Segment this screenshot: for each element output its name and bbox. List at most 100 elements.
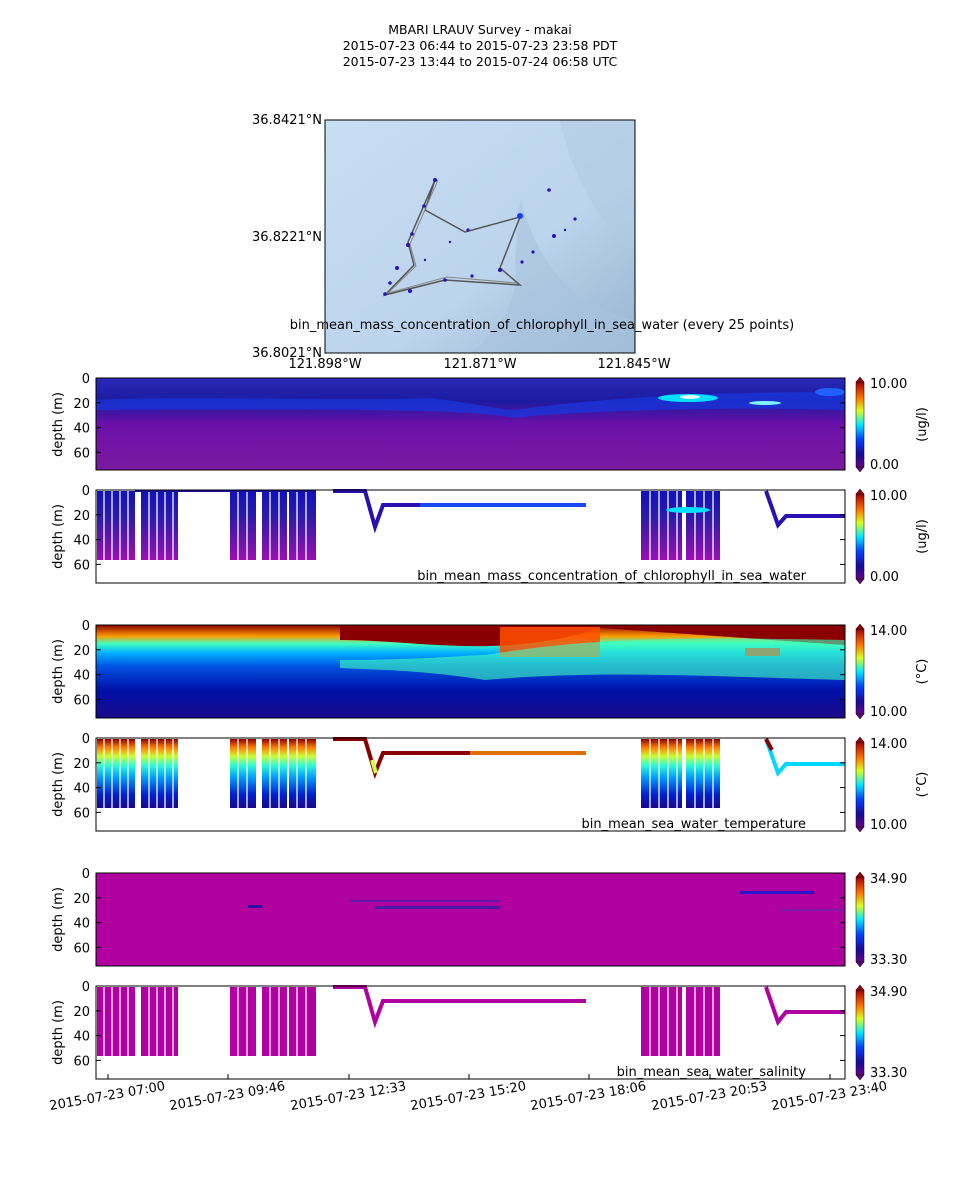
depth-tick-label: 0 (82, 484, 90, 499)
figure-title-line-2: 2015-07-23 06:44 to 2015-07-23 23:58 PDT (342, 38, 618, 53)
temperature-transect-track-2 (764, 738, 845, 777)
temperature-transect-track-2-top (764, 738, 774, 751)
temperature-samples-panel: bin_mean_sea_water_temperature (95, 737, 846, 832)
colorbar-min-extend (855, 826, 865, 833)
salinity-variable-label: bin_mean_sea_water_salinity (617, 1065, 807, 1080)
temperature-section-frame (95, 624, 846, 719)
salinity-cast-gaps (103, 987, 714, 1056)
depth-tick-label: 0 (82, 867, 90, 882)
colorbar-max-label: 14.00 (870, 624, 907, 639)
colorbar-max-extend (855, 623, 865, 630)
colorbar-scale (855, 989, 865, 1076)
depth-tick-label: 40 (73, 534, 90, 549)
depth-axis-label: depth (m) (51, 1000, 66, 1065)
colorbar-max-label: 34.90 (870, 872, 907, 887)
salinity-section-frame (95, 872, 846, 967)
map-sample-points (383, 178, 577, 296)
colorbar-max-label: 34.90 (870, 985, 907, 1000)
colorbar-min-extend (855, 961, 865, 968)
depth-tick-label: 40 (73, 1030, 90, 1045)
colorbar-max-extend (855, 871, 865, 878)
depth-tick-label: 0 (82, 372, 90, 387)
map-lat-label: 36.8221°N (252, 230, 322, 245)
depth-tick-label: 40 (73, 782, 90, 797)
depth-axis-label: depth (m) (51, 752, 66, 817)
depth-tick-label: 60 (73, 941, 90, 956)
chlorophyll-variable-label: bin_mean_mass_concentration_of_chlorophy… (417, 569, 806, 584)
colorbar-min-label: 10.00 (870, 705, 907, 720)
colorbar-min-label: 0.00 (870, 458, 899, 473)
chlorophyll-patch-core (680, 395, 700, 399)
time-tick-label: 2015-07-23 15:20 (409, 1079, 527, 1114)
colorbar-unit-label: (ug/l) (915, 407, 930, 442)
salinity-streak (350, 900, 500, 902)
depth-tick-label: 40 (73, 422, 90, 437)
map-lat-label: 36.8421°N (252, 113, 322, 128)
depth-tick-label: 20 (73, 644, 90, 659)
temperature-cast-gaps (103, 739, 714, 808)
colorbar-scale (855, 493, 865, 580)
chlorophyll-section-frame (95, 377, 846, 471)
depth-axis-label: depth (m) (51, 639, 66, 704)
chlorophyll-section-fill (96, 378, 845, 470)
map-lon-label: 121.845°W (597, 357, 670, 372)
colorbar-scale (855, 741, 865, 828)
depth-tick-label: 20 (73, 397, 90, 412)
salinity-streak (248, 905, 262, 908)
temperature-samples-frame (95, 737, 846, 832)
depth-tick-label: 60 (73, 446, 90, 461)
depth-axis-label: depth (m) (51, 392, 66, 457)
temperature-warm-surface (340, 625, 845, 647)
temperature-variable-label: bin_mean_sea_water_temperature (582, 817, 806, 832)
map-lon-label: 121.871°W (443, 357, 516, 372)
depth-tick-label: 20 (73, 757, 90, 772)
chlorophyll-transect-track-2 (764, 490, 845, 529)
colorbar-min-extend (855, 578, 865, 585)
colorbar-min-label: 33.30 (870, 953, 907, 968)
salinity-samples-panel: bin_mean_sea_water_salinity (95, 985, 846, 1080)
colorbar-min-extend (855, 713, 865, 720)
salinity-section-fill (96, 873, 845, 966)
depth-axis-label: depth (m) (51, 887, 66, 952)
colorbar-max-label: 14.00 (870, 737, 907, 752)
figure-title-line-3: 2015-07-23 13:44 to 2015-07-24 06:58 UTC (342, 54, 618, 69)
time-tick-label: 2015-07-23 18:06 (529, 1079, 647, 1114)
chlorophyll-samples-panel: bin_mean_mass_concentration_of_chlorophy… (95, 489, 846, 584)
colorbar-min-extend (855, 466, 865, 473)
depth-tick-label: 0 (82, 980, 90, 995)
map-bathymetry-shading-north (560, 120, 635, 250)
time-tick-label: 2015-07-23 20:53 (650, 1079, 768, 1114)
temperature-section-panel (95, 624, 846, 719)
time-tick-label: 2015-07-23 12:33 (289, 1079, 407, 1114)
depth-tick-label: 20 (73, 892, 90, 907)
chlorophyll-cast-gaps (103, 491, 714, 560)
map-lat-label: 36.8021°N (252, 346, 322, 361)
depth-tick-label: 40 (73, 917, 90, 932)
colorbar-scale (855, 876, 865, 963)
depth-axis-label: depth (m) (51, 504, 66, 569)
colorbar-min-extend (855, 1074, 865, 1081)
map-frame (324, 119, 636, 354)
depth-tick-label: 60 (73, 558, 90, 573)
salinity-streak (740, 891, 814, 894)
colorbar-max-extend (855, 736, 865, 743)
salinity-streak (375, 906, 500, 909)
colorbar-scale (855, 628, 865, 715)
map-vehicle-track-secondary (387, 179, 518, 294)
chlorophyll-patch-2 (749, 401, 781, 405)
time-tick-label: 2015-07-23 09:46 (168, 1079, 286, 1114)
salinity-samples-frame (95, 985, 846, 1080)
chlorophyll-samples-frame (95, 489, 846, 584)
chlorophyll-subsurface-layer (96, 392, 845, 418)
temperature-transect-dip (370, 759, 378, 774)
map-panel: 36.8421°N 36.8221°N 36.8021°N 121.898°W … (252, 113, 794, 372)
chlorophyll-patch-3 (815, 388, 845, 396)
colorbar-unit-label: (ug/l) (915, 519, 930, 554)
colorbar-max-extend (855, 488, 865, 495)
depth-tick-label: 20 (73, 509, 90, 524)
figure-title-line-1: MBARI LRAUV Survey - makai (388, 22, 572, 37)
chlorophyll-section-panel (95, 377, 846, 471)
colorbar-max-extend (855, 984, 865, 991)
temperature-mid-layer (340, 638, 845, 680)
salinity-transect-track (333, 985, 586, 1029)
